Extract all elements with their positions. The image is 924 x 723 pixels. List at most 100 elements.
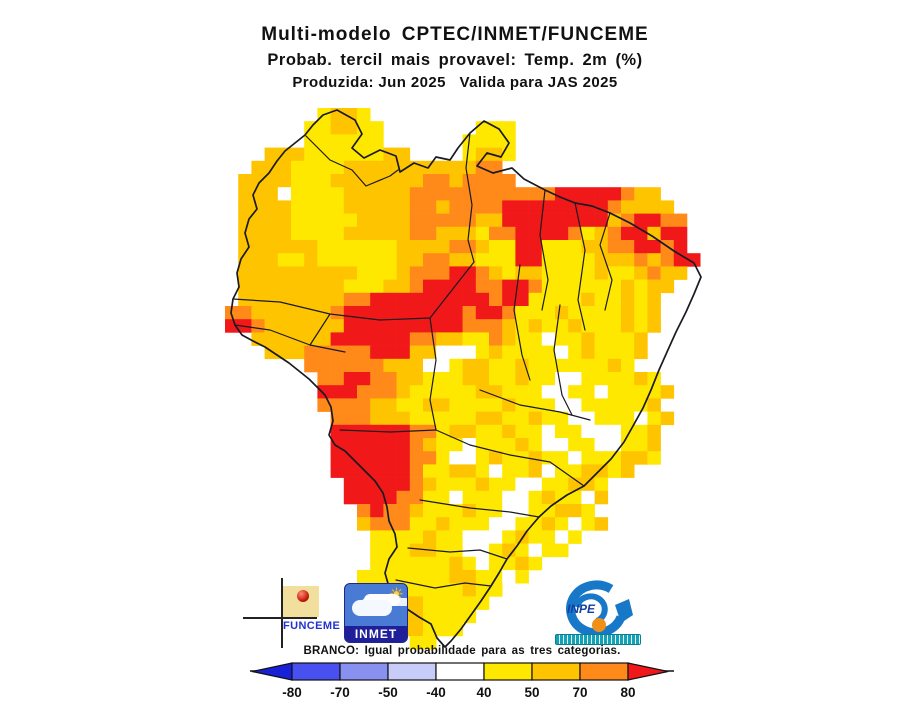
grid-cell: [436, 530, 450, 544]
grid-cell: [647, 398, 661, 412]
grid-cell: [621, 200, 635, 214]
grid-cell: [529, 240, 543, 254]
legend-colorbar: -80-70-50-4040507080: [250, 660, 674, 702]
grid-cell: [344, 227, 358, 241]
grid-cell: [489, 293, 503, 307]
grid-cell: [370, 319, 384, 333]
grid-cell: [581, 346, 595, 360]
grid-cell: [595, 438, 609, 452]
grid-cell: [555, 200, 569, 214]
grid-cell: [595, 346, 609, 360]
grid-cell: [647, 306, 661, 320]
grid-cell: [357, 398, 371, 412]
grid-cell: [568, 332, 582, 346]
grid-cell: [357, 570, 371, 584]
grid-cell: [647, 319, 661, 333]
grid-cell: [489, 425, 503, 439]
grid-cell: [581, 280, 595, 294]
grid-cell: [278, 319, 292, 333]
grid-cell: [502, 464, 516, 478]
grid-cell: [449, 610, 463, 624]
grid-cell: [489, 214, 503, 228]
grid-cell: [331, 425, 345, 439]
grid-cell: [621, 372, 635, 386]
grid-cell: [555, 306, 569, 320]
grid-cell: [436, 372, 450, 386]
grid-cell: [476, 240, 490, 254]
grid-cell: [555, 280, 569, 294]
grid-cell: [515, 570, 529, 584]
grid-cell: [251, 253, 265, 267]
grid-cell: [278, 253, 292, 267]
grid-cell: [515, 293, 529, 307]
grid-cell: [344, 491, 358, 505]
grid-cell: [476, 346, 490, 360]
colorbar-tick-label: -80: [282, 685, 302, 700]
grid-cell: [423, 227, 437, 241]
grid-cell: [529, 359, 543, 373]
grid-cell: [489, 266, 503, 280]
grid-cell: [436, 438, 450, 452]
grid-cell: [423, 253, 437, 267]
grid-cell: [344, 266, 358, 280]
grid-cell: [463, 570, 477, 584]
grid-cell: [502, 478, 516, 492]
grid-cell: [331, 372, 345, 386]
grid-cell: [502, 425, 516, 439]
grid-cell: [423, 557, 437, 571]
colorbar-arrow: [628, 663, 668, 680]
grid-cell: [397, 174, 411, 188]
grid-cell: [568, 240, 582, 254]
grid-cell: [410, 530, 424, 544]
grid-cell: [515, 227, 529, 241]
grid-cell: [423, 187, 437, 201]
grid-cell: [621, 253, 635, 267]
grid-cell: [397, 491, 411, 505]
grid-cell: [661, 266, 675, 280]
grid-cell: [449, 240, 463, 254]
grid-cell: [595, 425, 609, 439]
grid-cell: [317, 174, 331, 188]
grid-cell: [568, 293, 582, 307]
colorbar-tick-label: -70: [330, 685, 350, 700]
grid-cell: [423, 200, 437, 214]
grid-cell: [489, 200, 503, 214]
grid-cell: [397, 319, 411, 333]
grid-cell: [568, 346, 582, 360]
grid-cell: [581, 491, 595, 505]
grid-cell: [317, 398, 331, 412]
grid-cell: [463, 491, 477, 505]
grid-cell: [595, 478, 609, 492]
grid-cell: [502, 570, 516, 584]
grid-cell: [397, 530, 411, 544]
grid-cell: [542, 214, 556, 228]
grid-cell: [502, 266, 516, 280]
grid-cell: [449, 214, 463, 228]
grid-cell: [291, 319, 305, 333]
grid-cell: [251, 293, 265, 307]
grid-cell: [634, 319, 648, 333]
grid-cell: [436, 214, 450, 228]
grid-cell: [357, 517, 371, 531]
grid-cell: [502, 372, 516, 386]
grid-cell: [436, 280, 450, 294]
grid-cell: [436, 583, 450, 597]
grid-cell: [542, 478, 556, 492]
grid-cell: [265, 253, 279, 267]
grid-cell: [476, 425, 490, 439]
grid-cell: [608, 253, 622, 267]
grid-cell: [265, 200, 279, 214]
grid-cell: [397, 451, 411, 465]
grid-cell: [331, 293, 345, 307]
grid-cell: [502, 319, 516, 333]
grid-cell: [502, 491, 516, 505]
grid-cell: [397, 557, 411, 571]
grid-cell: [489, 491, 503, 505]
grid-cell: [344, 332, 358, 346]
grid-cell: [410, 161, 424, 175]
grid-cell: [529, 372, 543, 386]
grid-cell: [515, 557, 529, 571]
grid-cell: [476, 134, 490, 148]
grid-cell: [515, 385, 529, 399]
grid-cell: [278, 148, 292, 162]
